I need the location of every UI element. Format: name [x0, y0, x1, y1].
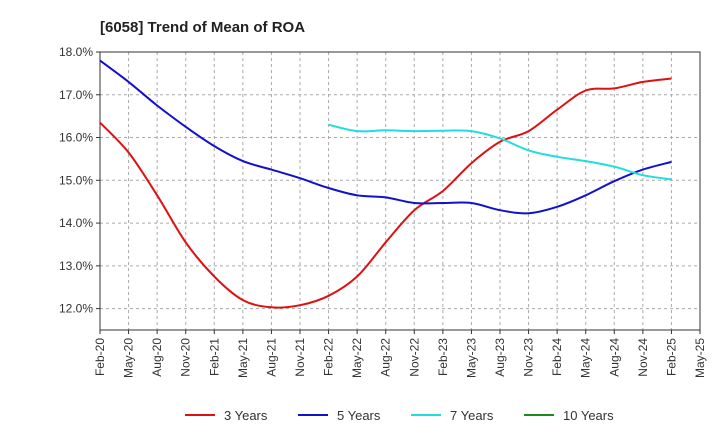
chart-title: [6058] Trend of Mean of ROA: [100, 19, 305, 36]
y-tick-label: 18.0%: [59, 45, 93, 59]
y-tick-label: 13.0%: [59, 259, 93, 273]
x-tick-label: Nov-24: [636, 338, 650, 377]
legend-label-10-years: 10 Years: [563, 408, 614, 423]
x-tick-label: May-21: [236, 338, 250, 378]
y-tick-label: 17.0%: [59, 88, 93, 102]
legend-label-5-years: 5 Years: [337, 408, 381, 423]
series-line-5-years: [99, 59, 672, 215]
x-tick-label: May-20: [122, 338, 136, 378]
y-tick-label: 14.0%: [59, 216, 93, 230]
x-tick-label: Aug-20: [150, 338, 164, 377]
y-tick-label: 16.0%: [59, 131, 93, 145]
x-tick-label: Aug-22: [379, 338, 393, 377]
x-tick-label: Nov-22: [407, 338, 421, 377]
x-tick-label: May-24: [579, 338, 593, 378]
x-tick-label: Nov-23: [522, 338, 536, 377]
series-line-3-years: [99, 77, 672, 309]
x-tick-label: Aug-21: [264, 338, 278, 377]
x-tick-label: Feb-22: [322, 338, 336, 376]
legend-label-3-years: 3 Years: [224, 408, 268, 423]
y-tick-label: 12.0%: [59, 302, 93, 316]
y-axis-ticks: 12.0% 13.0% 14.0% 15.0% 16.0% 17.0% 18.0%: [59, 45, 100, 316]
x-tick-label: Nov-21: [293, 338, 307, 377]
x-tick-label: Feb-24: [550, 338, 564, 376]
y-tick-label: 15.0%: [59, 173, 93, 187]
x-tick-label: Aug-23: [493, 338, 507, 377]
legend-label-7-years: 7 Years: [450, 408, 494, 423]
series-lines: [99, 59, 672, 309]
x-axis-ticks: Feb-20 May-20 Aug-20 Nov-20 Feb-21 May-21 Aug-…: [93, 330, 707, 378]
x-tick-label: May-22: [350, 338, 364, 378]
x-tick-label: May-25: [693, 338, 707, 378]
gridlines: [100, 51, 700, 330]
series-line-7-years: [328, 123, 672, 181]
x-tick-label: Feb-21: [207, 338, 221, 376]
x-tick-label: Nov-20: [179, 338, 193, 377]
plot-area: [99, 51, 701, 331]
x-tick-label: Feb-23: [436, 338, 450, 376]
x-tick-label: Feb-20: [93, 338, 107, 376]
x-tick-label: Feb-25: [664, 338, 678, 376]
x-tick-label: Aug-24: [607, 338, 621, 377]
x-tick-label: May-23: [464, 338, 478, 378]
legend: 3 Years 5 Years 7 Years 10 Years: [185, 408, 614, 423]
